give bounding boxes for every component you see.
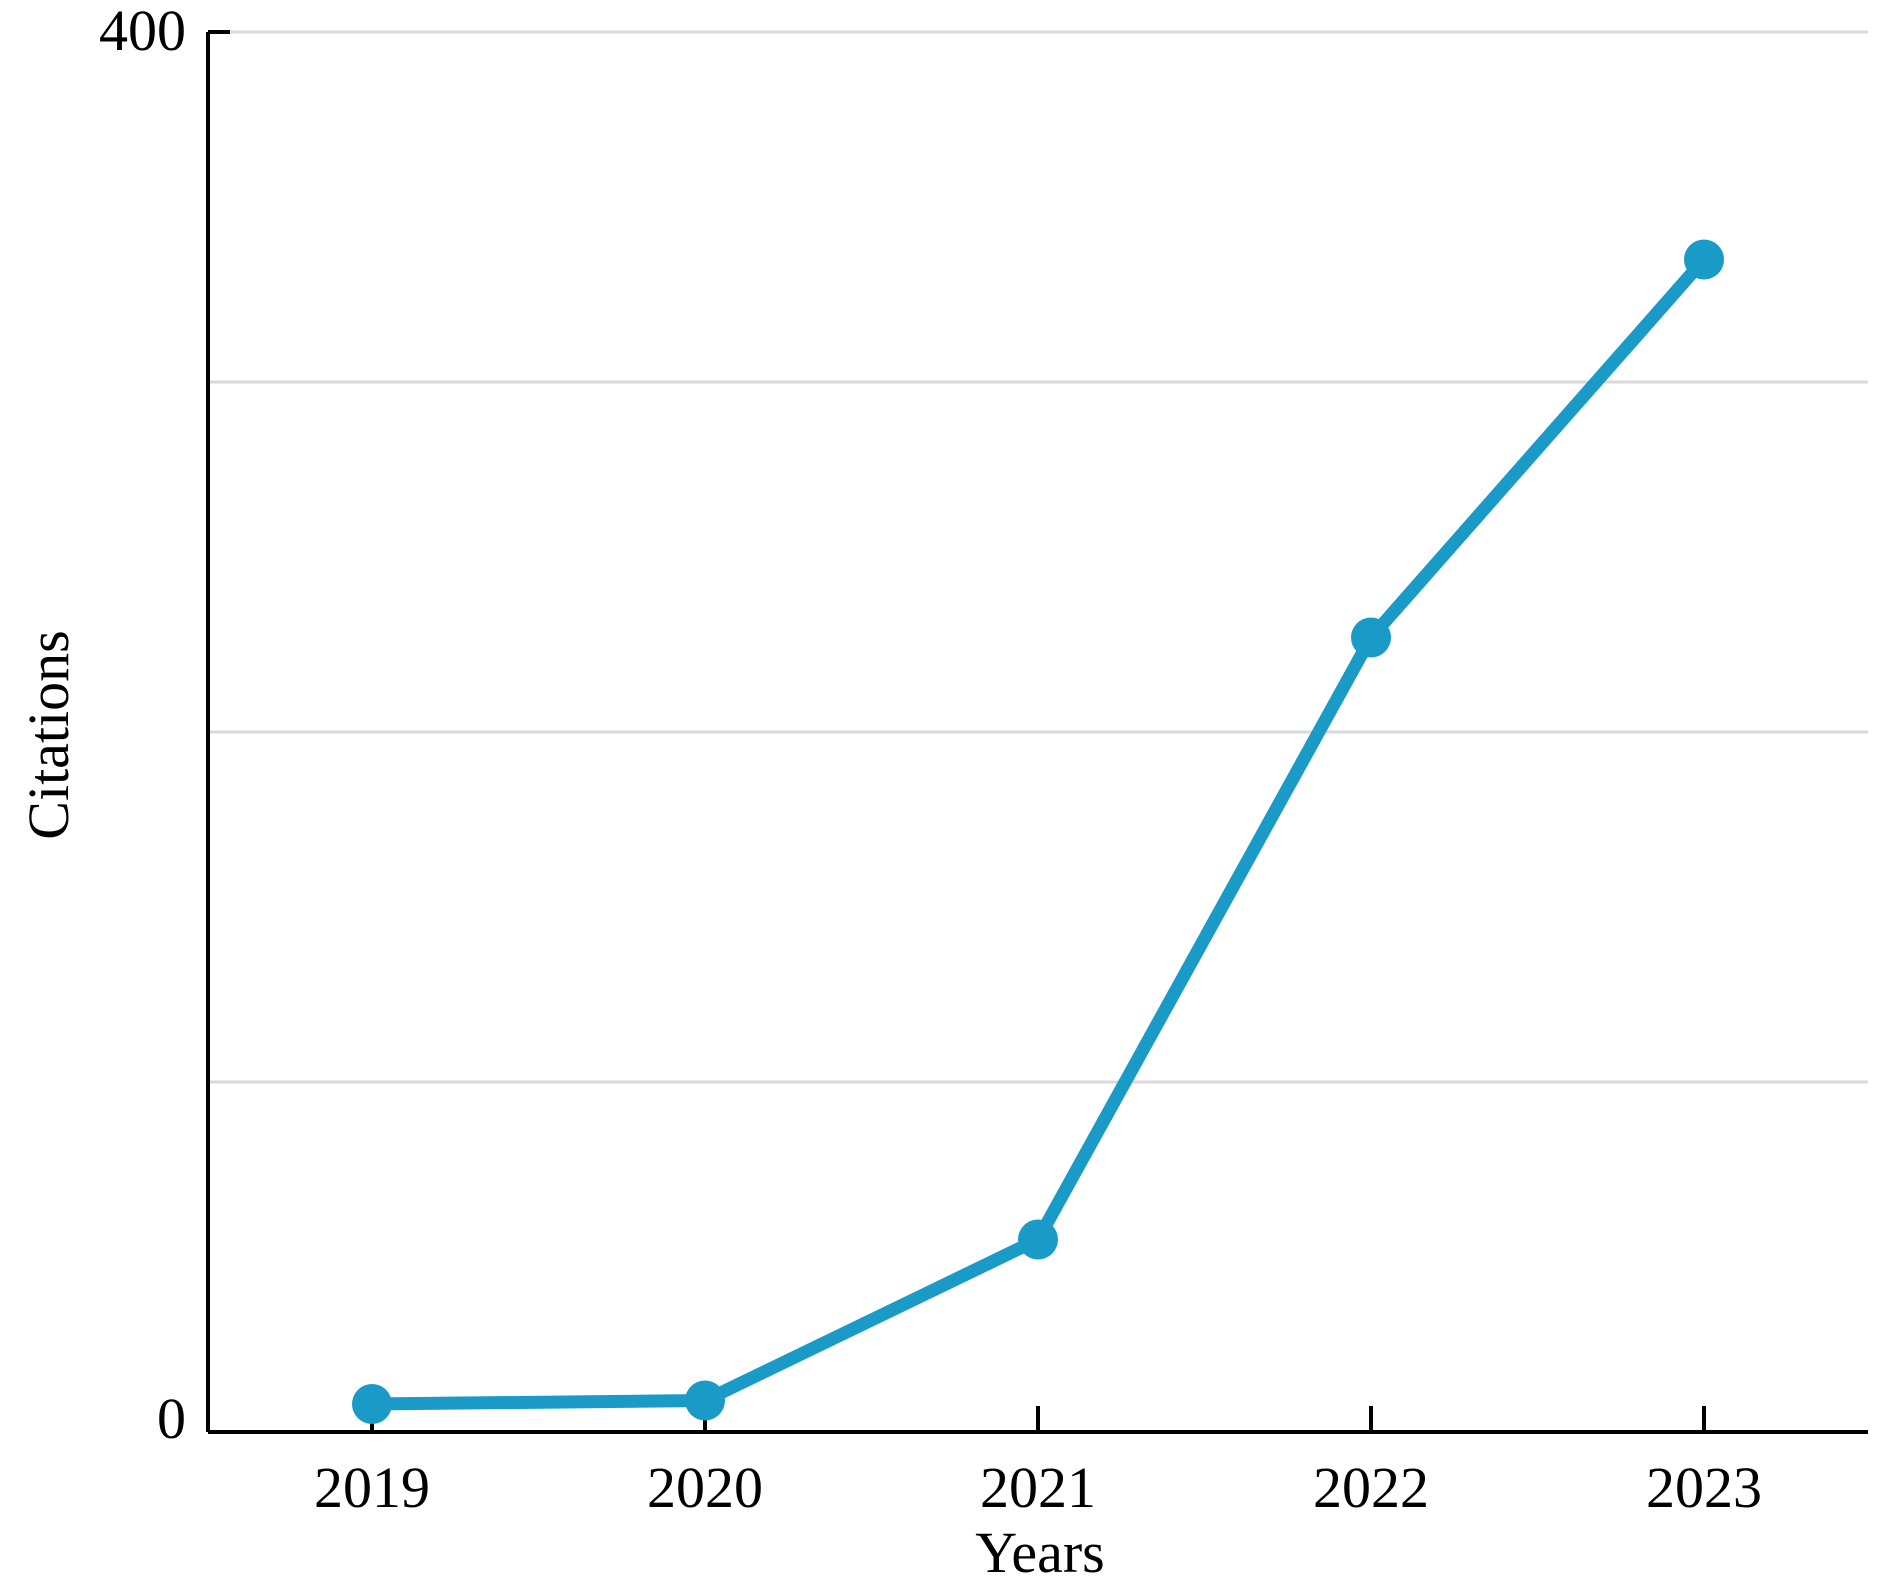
- y-tick-label-0: 0: [157, 1386, 186, 1451]
- x-tick-label-2019: 2019: [314, 1455, 430, 1520]
- x-axis-title: Years: [975, 1520, 1104, 1584]
- y-tick-label-400: 400: [99, 0, 186, 63]
- x-tick-label-2020: 2020: [647, 1455, 763, 1520]
- data-point-2019: [352, 1384, 392, 1424]
- data-point-2023: [1684, 239, 1724, 280]
- x-tick-label-2022: 2022: [1313, 1455, 1429, 1520]
- y-axis-title: Citations: [16, 630, 81, 839]
- data-point-2021: [1018, 1219, 1058, 1260]
- x-tick-label-2023: 2023: [1646, 1455, 1762, 1520]
- x-tick-label-2021: 2021: [980, 1455, 1096, 1520]
- ticks: 0 400 2019 2020 2021 2022 2023: [99, 0, 1762, 1520]
- data-point-2022: [1351, 617, 1391, 658]
- gridlines: [208, 30, 1868, 1084]
- data-point-2020: [685, 1380, 725, 1421]
- series: [352, 239, 1724, 1424]
